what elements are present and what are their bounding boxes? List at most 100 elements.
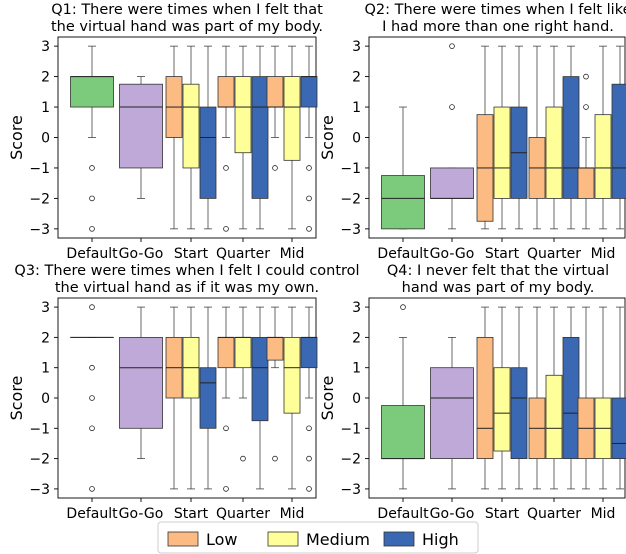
box-start-high — [510, 45, 528, 230]
y-tick-label: 0 — [41, 391, 50, 407]
y-tick-label: 1 — [352, 361, 361, 377]
x-tick-label: Start — [485, 506, 520, 522]
x-tick-label: Mid — [591, 246, 616, 262]
box-start-medium — [493, 306, 511, 490]
y-tick-label: −2 — [29, 191, 50, 207]
chart-title-line: hand was part of my body. — [402, 280, 595, 296]
box-iqr — [251, 76, 269, 199]
box-default — [70, 45, 114, 232]
box-mid-low — [266, 45, 284, 171]
box-iqr — [283, 76, 301, 161]
chart-title-line: Q3: There were times when I felt I could… — [14, 263, 359, 279]
box-quarter-low — [528, 45, 546, 230]
outlier-point — [89, 425, 95, 432]
outlier-point — [223, 425, 229, 432]
outlier-point — [89, 364, 95, 371]
outlier-point — [400, 304, 406, 310]
box-start-medium — [182, 45, 200, 230]
y-tick-label: −2 — [29, 452, 50, 468]
outlier-point — [272, 165, 278, 171]
box-iqr — [510, 367, 528, 460]
box-iqr — [266, 336, 284, 361]
x-tick-label: Go-Go — [430, 506, 475, 522]
x-tick-label: Default — [377, 506, 429, 522]
y-tick-label: −3 — [29, 482, 50, 498]
box-iqr — [199, 106, 217, 199]
box-iqr — [381, 175, 425, 230]
outlier-point — [306, 455, 312, 462]
y-tick-label: 2 — [352, 70, 361, 86]
y-tick-label: −2 — [340, 452, 361, 468]
outlier-point — [449, 104, 455, 110]
outlier-point — [89, 304, 95, 310]
outlier-point — [89, 226, 95, 232]
outlier-point — [583, 104, 589, 110]
box-iqr — [217, 76, 235, 108]
legend-label-low: Low — [206, 530, 238, 549]
box-quarter-low — [217, 306, 235, 492]
outlier-point — [306, 486, 312, 492]
chart-title-line: Q1: There were times when I felt that — [51, 2, 323, 18]
outlier-point — [89, 195, 95, 202]
y-tick-label: 1 — [352, 100, 361, 116]
y-axis-label: Score — [318, 376, 337, 421]
box-iqr — [199, 367, 217, 429]
box-quarter-medium — [545, 45, 563, 230]
outlier-point — [223, 486, 229, 492]
legend: Low Medium High — [157, 521, 479, 554]
outlier-point — [240, 455, 246, 462]
outlier-point — [223, 226, 229, 232]
chart-title-line: Q4: I never felt that the virtual — [387, 263, 609, 279]
y-tick-label: 0 — [352, 391, 361, 407]
y-tick-label: −3 — [340, 222, 361, 238]
box-default — [381, 106, 425, 230]
chart-title-line: Q2: There were times when I felt like — [364, 2, 626, 18]
box-iqr — [611, 397, 626, 460]
legend-label-high: High — [422, 530, 459, 549]
y-tick-label: 1 — [41, 361, 50, 377]
outlier-point — [583, 73, 589, 80]
x-tick-label: Start — [485, 246, 520, 262]
box-mid-medium — [283, 45, 301, 230]
y-tick-label: 3 — [41, 300, 50, 316]
box-iqr — [300, 336, 318, 369]
x-tick-label: Default — [66, 506, 118, 522]
box-mid-high — [300, 306, 318, 492]
outlier-point — [272, 455, 278, 462]
x-tick-label: Mid — [280, 506, 305, 522]
x-tick-label: Go-Go — [119, 506, 164, 522]
box-mid-medium — [594, 45, 612, 230]
y-tick-label: 3 — [41, 39, 50, 55]
chart-panel-q3: Q3: There were times when I felt I could… — [7, 263, 360, 522]
box-mid-low — [266, 306, 284, 462]
box-mid-high — [300, 45, 318, 232]
box-mid-low — [577, 73, 595, 230]
box-start-low — [165, 306, 183, 490]
x-tick-label: Start — [174, 506, 209, 522]
box-iqr — [119, 83, 163, 169]
box-start-medium — [182, 306, 200, 490]
box-default — [70, 304, 114, 492]
box-quarter-medium — [234, 306, 252, 462]
y-tick-label: 2 — [41, 70, 50, 86]
x-tick-label: Go-Go — [430, 246, 475, 262]
y-tick-label: −3 — [29, 222, 50, 238]
box-iqr — [611, 83, 626, 199]
outlier-point — [306, 226, 312, 232]
y-tick-label: 0 — [41, 131, 50, 147]
box-iqr — [182, 83, 200, 169]
x-tick-label: Quarter — [216, 246, 270, 262]
y-tick-label: −1 — [29, 161, 50, 177]
x-tick-label: Start — [174, 246, 209, 262]
box-iqr — [381, 405, 425, 460]
box-mid-medium — [594, 306, 612, 490]
box-quarter-medium — [545, 306, 563, 490]
x-tick-label: Mid — [591, 506, 616, 522]
chart-title-line: the virtual hand as if it was my own. — [55, 280, 319, 296]
outlier-point — [306, 425, 312, 432]
box-iqr — [70, 76, 114, 108]
box-quarter-low — [217, 45, 235, 232]
box-gogo — [430, 336, 474, 490]
